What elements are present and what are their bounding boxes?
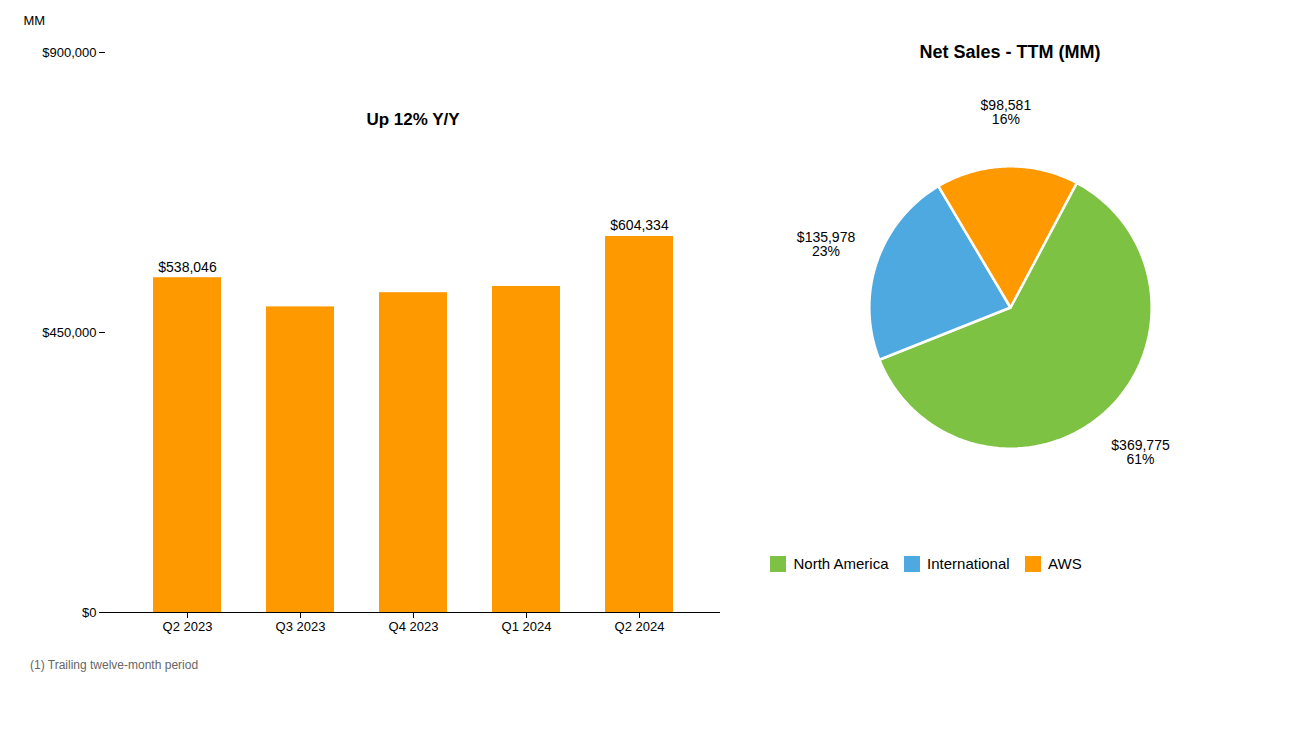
svg-text:$900,000: $900,000 (42, 45, 96, 60)
svg-text:Q3 2023: Q3 2023 (276, 619, 326, 634)
svg-text:MM: MM (24, 13, 46, 28)
html-text:Net Sales - TTM (MM): Net Sales - TTM (MM) (919, 42, 1101, 62)
html-text:North America: North America (793, 555, 889, 572)
html-text:International: International (927, 555, 1010, 572)
svg-text:$135,97823%: $135,97823% (797, 229, 856, 259)
svg-text:Q2 2024: Q2 2024 (615, 619, 665, 634)
svg-text:$98,58116%: $98,58116% (981, 97, 1032, 127)
html-text:(1) Trailing twelve-month peri: (1) Trailing twelve-month period (30, 658, 199, 672)
svg-text:$604,334: $604,334 (610, 217, 669, 233)
svg-text:$369,77561%: $369,77561% (1111, 437, 1170, 467)
html-text:AWS: AWS (1048, 555, 1082, 572)
svg-text:Q2 2023: Q2 2023 (163, 619, 213, 634)
svg-text:$450,000: $450,000 (42, 325, 96, 340)
svg-text:$0: $0 (82, 605, 96, 620)
svg-text:Up 12% Y/Y: Up 12% Y/Y (366, 110, 460, 129)
svg-text:Q4 2023: Q4 2023 (389, 619, 439, 634)
svg-text:$538,046: $538,046 (158, 259, 217, 275)
svg-text:Q1 2024: Q1 2024 (502, 619, 552, 634)
